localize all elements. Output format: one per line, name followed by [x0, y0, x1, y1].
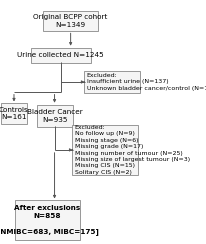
FancyBboxPatch shape [84, 71, 139, 93]
Text: Original BCPP cohort
N=1349: Original BCPP cohort N=1349 [33, 14, 107, 28]
Text: Controls
N=161: Controls N=161 [0, 107, 29, 120]
Text: Excluded:
No follow up (N=9)
Missing stage (N=6)
Missing grade (N=17)
Missing nu: Excluded: No follow up (N=9) Missing sta… [74, 125, 189, 175]
FancyBboxPatch shape [72, 125, 137, 174]
FancyBboxPatch shape [36, 105, 72, 127]
Text: Excluded:
Insufficient urine (N=137)
Unknown bladder cancer/control (N=12): Excluded: Insufficient urine (N=137) Unk… [86, 73, 206, 91]
Text: Urine collected N=1245: Urine collected N=1245 [17, 52, 104, 58]
FancyBboxPatch shape [15, 201, 80, 240]
Text: After exclusions
N=858

[NMIBC=683, MIBC=175]: After exclusions N=858 [NMIBC=683, MIBC=… [0, 205, 98, 235]
FancyBboxPatch shape [31, 48, 90, 63]
Text: Bladder Cancer
N=935: Bladder Cancer N=935 [27, 109, 82, 123]
FancyBboxPatch shape [43, 11, 97, 31]
FancyBboxPatch shape [1, 103, 27, 123]
